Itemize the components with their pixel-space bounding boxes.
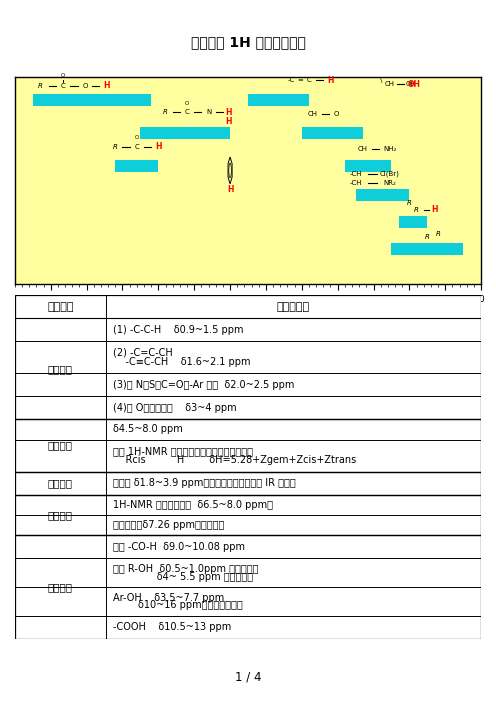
Text: O: O — [185, 100, 189, 105]
Text: 不屏蔽 δ1.8~3.9 ppm，与烷烃重叠，应结合 IR 解析。: 不屏蔽 δ1.8~3.9 ppm，与烷烃重叠，应结合 IR 解析。 — [113, 478, 296, 489]
Text: Rcis          H        δH=5.28+Zgem+Zcis+Ztrans: Rcis H δH=5.28+Zgem+Zcis+Ztrans — [113, 455, 356, 465]
Bar — [356, 189, 409, 201]
Text: 醉基 -CO-H  δ9.0~10.08 ppm: 醉基 -CO-H δ9.0~10.08 ppm — [113, 542, 245, 552]
Text: 1 / 4: 1 / 4 — [235, 671, 261, 684]
Text: OH: OH — [408, 80, 421, 89]
Bar — [302, 127, 363, 139]
Text: C: C — [61, 83, 65, 88]
Bar — [391, 243, 463, 256]
Text: R: R — [435, 230, 440, 237]
Text: 羟基 R-OH  δ0.5~1.0ppm （稀溶液）: 羟基 R-OH δ0.5~1.0ppm （稀溶液） — [113, 564, 258, 574]
Text: 未取代芳环δ7.26 ppm，呼现单峰: 未取代芳环δ7.26 ppm，呼现单峰 — [113, 520, 224, 530]
Text: R: R — [38, 83, 43, 88]
Text: H: H — [431, 205, 438, 214]
Text: O: O — [135, 135, 139, 140]
Text: R: R — [407, 199, 412, 206]
Text: H: H — [155, 142, 162, 151]
Bar — [140, 127, 230, 139]
Bar — [399, 216, 428, 228]
Text: 核磁共振 1H 化学位移图表: 核磁共振 1H 化学位移图表 — [190, 35, 306, 49]
Text: Ar-OH    δ3.5~7.7 ppm: Ar-OH δ3.5~7.7 ppm — [113, 592, 224, 602]
Text: 芳烃质子: 芳烃质子 — [48, 510, 73, 520]
Text: -C≡C-CH    δ1.6~2.1 ppm: -C≡C-CH δ1.6~2.1 ppm — [113, 357, 250, 366]
Text: OH: OH — [406, 81, 417, 88]
Text: N: N — [206, 110, 211, 115]
Text: =: = — [297, 77, 303, 84]
Text: 炔烃质子: 炔烃质子 — [48, 478, 73, 489]
Text: CH: CH — [308, 112, 317, 117]
Text: C: C — [185, 110, 189, 115]
Text: NR₂: NR₂ — [383, 180, 396, 186]
Bar — [33, 94, 151, 106]
Text: 利用 1H-NMR 可有效确定双键的取代及构型。: 利用 1H-NMR 可有效确定双键的取代及构型。 — [113, 446, 253, 456]
Text: O: O — [61, 72, 65, 78]
Text: CH: CH — [358, 146, 368, 152]
Text: 化学位移值: 化学位移值 — [277, 302, 310, 312]
Text: δ4~ 5.5 ppm （浓溶液）: δ4~ 5.5 ppm （浓溶液） — [113, 571, 253, 581]
Text: R: R — [414, 207, 419, 213]
Text: -CH: -CH — [349, 171, 362, 176]
Text: H: H — [227, 185, 233, 194]
Text: 烷烃质子: 烷烃质子 — [48, 364, 73, 373]
Text: O: O — [82, 83, 87, 88]
Text: 烯烃质子: 烯烃质子 — [48, 441, 73, 451]
Text: 其它质子: 其它质子 — [48, 582, 73, 592]
Text: (4)与 O、卤素相连    δ3~4 ppm: (4)与 O、卤素相连 δ3~4 ppm — [113, 403, 237, 413]
X-axis label: ppm, δ: ppm, δ — [231, 305, 265, 315]
Text: (2) -C=C-CH: (2) -C=C-CH — [113, 348, 173, 358]
Text: -CH: -CH — [349, 180, 362, 186]
Text: C: C — [307, 77, 311, 84]
Bar — [115, 160, 158, 173]
Text: -COOH    δ10.5~13 ppm: -COOH δ10.5~13 ppm — [113, 622, 231, 633]
Bar — [248, 94, 309, 106]
Text: δ4.5~8.0 ppm: δ4.5~8.0 ppm — [113, 425, 183, 435]
Text: H: H — [225, 117, 232, 126]
Text: R: R — [163, 110, 168, 115]
Text: R: R — [113, 144, 118, 150]
Text: Cl(Br): Cl(Br) — [380, 171, 400, 177]
Text: NH₂: NH₂ — [383, 146, 396, 152]
Text: O: O — [333, 112, 339, 117]
Text: H: H — [327, 76, 334, 85]
Text: H: H — [103, 81, 110, 90]
Text: (3)与 N、S、C=O、-Ar 相连  δ2.0~2.5 ppm: (3)与 N、S、C=O、-Ar 相连 δ2.0~2.5 ppm — [113, 380, 294, 390]
Text: CH: CH — [385, 81, 395, 88]
Text: δ10~16 ppm（分子内氢键）: δ10~16 ppm（分子内氢键） — [113, 600, 243, 610]
Bar — [345, 160, 391, 173]
Text: 1H-NMR 信息非常丰富  δ6.5~8.0 ppm，: 1H-NMR 信息非常丰富 δ6.5~8.0 ppm， — [113, 500, 273, 510]
Text: H: H — [225, 108, 232, 117]
Text: (1) -C-C-H    δ0.9~1.5 ppm: (1) -C-C-H δ0.9~1.5 ppm — [113, 325, 244, 335]
Text: \: \ — [379, 77, 382, 84]
Text: 质子类型: 质子类型 — [47, 302, 73, 312]
Text: R: R — [425, 234, 430, 239]
Text: -C: -C — [287, 77, 295, 84]
Text: C: C — [134, 144, 139, 150]
